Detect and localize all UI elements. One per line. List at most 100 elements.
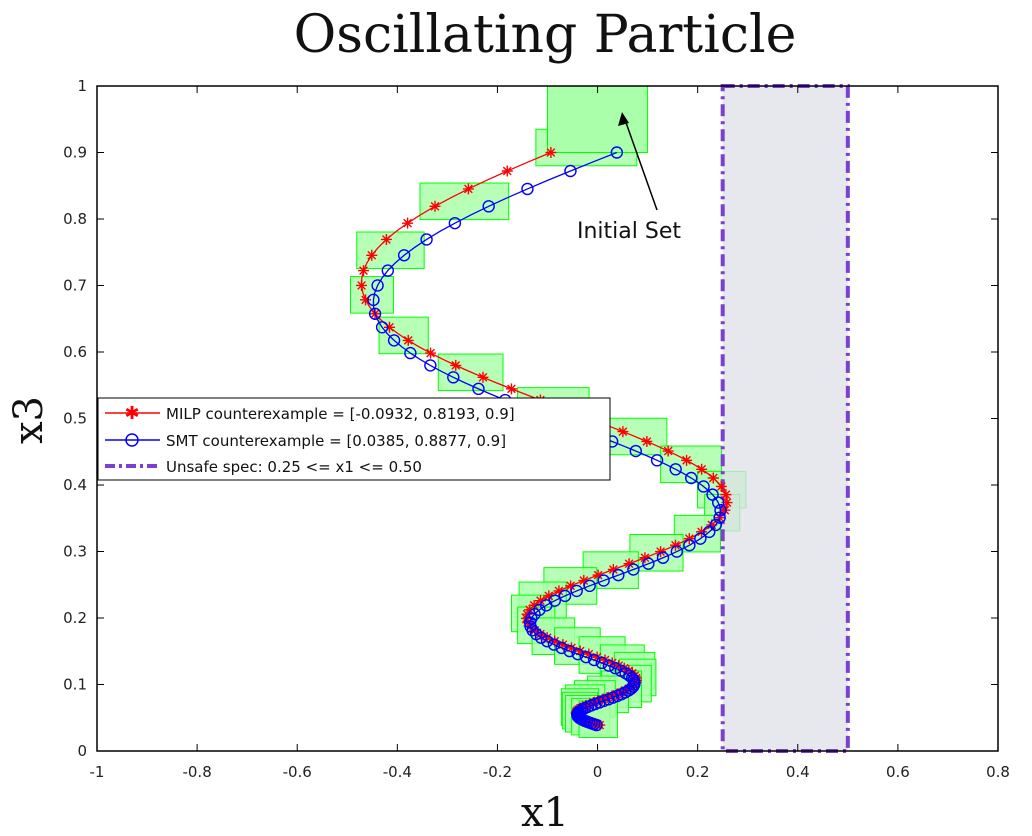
data-point <box>448 216 462 230</box>
data-point <box>563 644 576 658</box>
y-tick-label: 0 <box>77 742 87 760</box>
data-point <box>683 533 695 545</box>
x-tick-label: -0.6 <box>283 763 312 781</box>
data-point <box>610 146 624 159</box>
data-point <box>557 639 569 651</box>
data-point <box>420 233 433 246</box>
data-point <box>590 718 603 732</box>
unsafe-region <box>720 84 850 753</box>
data-point <box>534 628 546 640</box>
reach-set-box <box>356 231 425 270</box>
y-axis-label: x3 <box>6 396 52 444</box>
data-point <box>540 599 553 612</box>
data-point <box>545 147 557 158</box>
data-point <box>429 200 441 212</box>
data-point <box>578 575 590 587</box>
x-tick-label: -0.2 <box>483 763 512 781</box>
data-point <box>592 569 604 581</box>
data-point <box>709 518 723 532</box>
data-point <box>404 346 417 360</box>
data-point <box>381 264 395 277</box>
data-point <box>368 307 382 320</box>
data-point <box>685 471 698 485</box>
y-tick-label: 0.7 <box>63 277 87 295</box>
data-point <box>383 321 395 333</box>
data-point <box>617 426 629 438</box>
data-point <box>397 249 411 262</box>
data-point <box>713 511 726 524</box>
data-point <box>583 648 595 660</box>
data-point <box>424 359 437 372</box>
data-point <box>655 546 667 558</box>
data-point <box>642 557 655 570</box>
legend-box <box>97 397 611 481</box>
data-point <box>706 519 718 531</box>
initial-set-arrow <box>623 116 658 211</box>
initial-set-annotation: Initial Set <box>577 219 681 244</box>
data-point <box>612 568 625 582</box>
initial-set-arrowhead <box>618 112 629 126</box>
x-tick-label: -0.8 <box>182 763 211 781</box>
y-tick-label: 0.2 <box>63 609 87 627</box>
data-point <box>558 589 572 603</box>
data-point <box>549 635 561 647</box>
data-point <box>669 539 681 551</box>
data-point <box>681 454 693 466</box>
data-point <box>501 165 513 177</box>
data-point <box>447 371 460 384</box>
data-point <box>553 585 565 597</box>
data-point <box>366 249 378 261</box>
data-point <box>356 279 368 291</box>
x-axis-label: x1 <box>521 790 569 836</box>
data-point <box>587 653 601 667</box>
data-point <box>535 595 547 607</box>
data-point <box>371 279 384 292</box>
data-point <box>528 599 540 611</box>
data-point <box>387 334 401 347</box>
data-point <box>524 604 536 616</box>
y-tick-label: 0.5 <box>63 410 87 428</box>
data-point <box>375 321 389 334</box>
data-point <box>711 496 725 509</box>
y-tick-label: 0.3 <box>63 543 87 561</box>
data-point <box>505 383 517 395</box>
data-point <box>721 497 733 509</box>
data-point <box>583 579 596 593</box>
data-point <box>547 638 561 651</box>
data-point <box>574 645 586 657</box>
data-point <box>599 654 611 666</box>
data-point <box>570 584 583 598</box>
x-tick-label: -0.4 <box>383 763 412 781</box>
x-tick-label: 0.8 <box>986 763 1010 781</box>
data-point <box>639 552 651 564</box>
y-tick-label: 0.6 <box>63 343 87 361</box>
y-tick-label: 0.4 <box>63 476 87 494</box>
data-point <box>696 463 708 475</box>
series-smt <box>367 146 727 732</box>
data-point <box>656 551 670 564</box>
data-point <box>595 656 609 670</box>
legend-unsafe-label: Unsafe spec: 0.25 <= x1 <= 0.50 <box>166 458 422 476</box>
data-point <box>607 564 619 576</box>
data-point <box>380 233 392 245</box>
y-tick-label: 0.1 <box>63 676 87 694</box>
data-point <box>609 662 622 675</box>
data-point <box>715 480 727 492</box>
data-point <box>564 164 577 178</box>
data-point <box>697 480 710 493</box>
y-tick-label: 0.9 <box>63 144 87 162</box>
data-point <box>543 590 555 602</box>
y-tick-label: 0.8 <box>63 210 87 228</box>
data-point <box>669 463 682 476</box>
data-point <box>720 489 732 501</box>
data-point <box>555 641 568 655</box>
data-point <box>683 539 696 552</box>
data-point <box>521 182 534 196</box>
data-point <box>627 563 640 576</box>
data-point <box>402 217 414 229</box>
data-point <box>462 183 474 195</box>
data-point <box>696 526 708 538</box>
legend-milp-label: MILP counterexample = [-0.0932, 0.8193, … <box>166 405 515 423</box>
x-tick-label: 0.2 <box>686 763 710 781</box>
